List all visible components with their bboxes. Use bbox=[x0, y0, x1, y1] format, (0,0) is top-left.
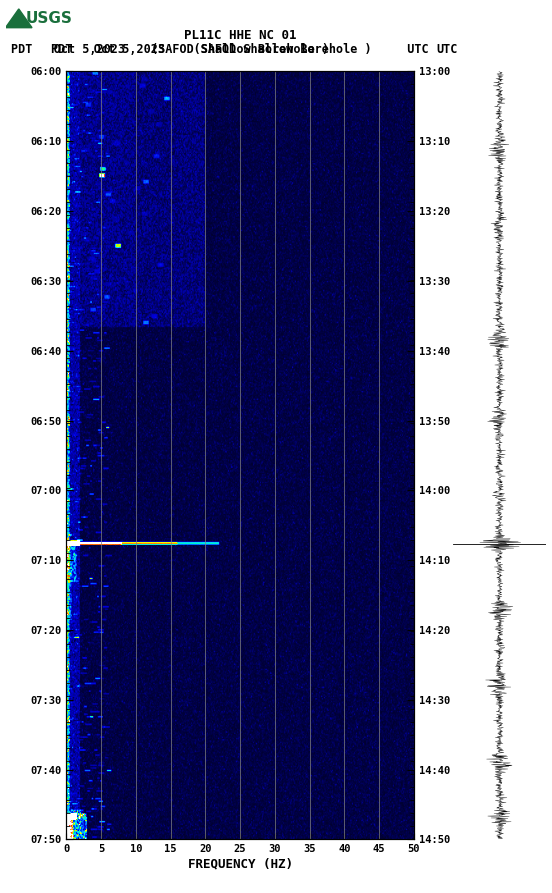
Text: USGS: USGS bbox=[25, 11, 72, 26]
Text: UTC: UTC bbox=[436, 43, 458, 56]
Text: (SAFOD Shallow Borehole ): (SAFOD Shallow Borehole ) bbox=[151, 43, 329, 56]
Text: PDT   Oct 5,2023    (SAFOD Shallow Borehole )     UTC: PDT Oct 5,2023 (SAFOD Shallow Borehole )… bbox=[51, 43, 429, 56]
Polygon shape bbox=[6, 9, 32, 28]
Text: PL11C HHE NC 01: PL11C HHE NC 01 bbox=[184, 29, 296, 43]
Text: PDT   Oct 5,2023: PDT Oct 5,2023 bbox=[11, 43, 125, 56]
X-axis label: FREQUENCY (HZ): FREQUENCY (HZ) bbox=[188, 857, 293, 870]
